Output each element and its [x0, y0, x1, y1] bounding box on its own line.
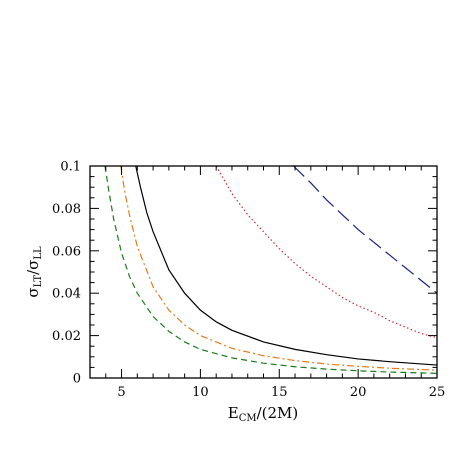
x-tick-label: 10 — [192, 385, 209, 400]
series-line-2 — [120, 166, 437, 371]
x-tick-label: 20 — [350, 385, 367, 400]
y-axis-label-sigma-1: σ — [24, 287, 42, 297]
y-axis-label-subscript-2: LL — [33, 246, 44, 260]
x-axis-label: ECM/(2M) — [228, 404, 299, 424]
y-tick-label: 0.04 — [52, 287, 81, 302]
series-layer — [104, 166, 437, 374]
x-tick-label: 5 — [117, 385, 125, 400]
x-tick-label: 25 — [429, 385, 446, 400]
plot-frame — [89, 165, 438, 379]
y-tick-label: 0.08 — [52, 202, 81, 217]
x-tick-label: 15 — [271, 385, 288, 400]
x-axis-label-suffix: /(2M) — [257, 404, 299, 422]
tick-label-layer: 5 10 15 20 25 0 0.02 0.04 0.06 0.08 0.1 — [52, 160, 445, 401]
y-tick-label: 0.06 — [52, 244, 81, 259]
y-axis-label-subscript-1: LT — [33, 275, 44, 288]
y-axis-label: σLT/σLL — [24, 246, 44, 298]
x-axis-label-main: E — [228, 404, 239, 422]
y-axis-label-sigma-2: /σ — [24, 260, 42, 275]
y-tick-label: 0 — [73, 372, 81, 387]
series-line-3 — [135, 166, 437, 366]
y-tick-label: 0.1 — [60, 160, 81, 175]
y-tick-label: 0.02 — [52, 329, 81, 344]
x-axis-label-subscript: CM — [239, 413, 257, 424]
series-line-5 — [293, 166, 437, 294]
tick-layer — [89, 165, 438, 379]
series-line-1 — [104, 166, 437, 374]
series-line-4 — [215, 166, 437, 339]
